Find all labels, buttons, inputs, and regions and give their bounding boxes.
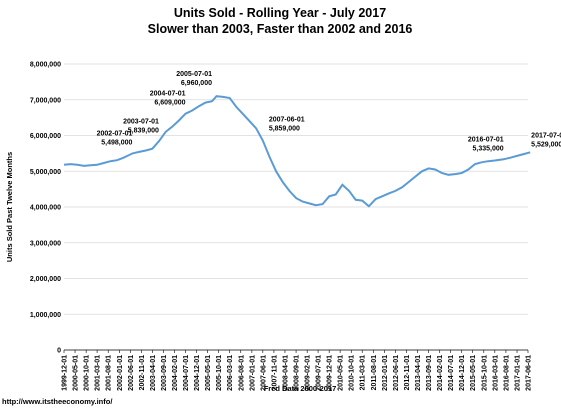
annotation-date: 2007-06-01 <box>269 117 305 124</box>
x-axis-ticks: 1999-12-01 2000-05-01 2000-10-01 2001-03-01… <box>62 350 533 391</box>
annotation-date: 2016-07-01 <box>468 136 504 143</box>
annotation-value: 5,335,000 <box>473 145 504 152</box>
x-tick-label: 2010-05-01 <box>338 355 345 391</box>
x-tick-label: 2014-07-01 <box>448 355 455 391</box>
x-tick-label: 2010-10-01 <box>349 355 356 391</box>
annotation-date: 2017-07-01 <box>531 132 561 139</box>
x-tick-label: 2017-06-01 <box>526 355 533 391</box>
x-tick-label: 2012-06-01 <box>393 355 400 391</box>
x-tick-label: 2002-06-01 <box>128 355 135 391</box>
annotation-date: 2005-07-01 <box>176 71 212 78</box>
x-tick-label: 2017-01-01 <box>515 355 522 391</box>
chart-title: Units Sold - Rolling Year - July 2017 <box>174 6 386 20</box>
x-tick-label: 2002-01-01 <box>117 355 124 391</box>
x-tick-label: 2007-11-01 <box>271 355 278 391</box>
x-tick-label: 2008-04-01 <box>282 355 289 391</box>
x-tick-label: 2009-02-01 <box>305 355 312 391</box>
y-axis-ticks: 0 1,000,000 2,000,000 3,000,000 4,000,000 5,0… <box>30 62 61 355</box>
annotation-value: 6,609,000 <box>154 100 185 107</box>
x-tick-label: 2009-12-01 <box>327 355 334 391</box>
annotation-value: 6,960,000 <box>181 80 212 87</box>
annotation-date: 2004-07-01 <box>150 91 186 98</box>
y-tick-label: 3,000,000 <box>30 240 61 247</box>
x-tick-label: 2012-01-01 <box>382 355 389 391</box>
x-tick-label: 2012-11-01 <box>404 355 411 391</box>
y-tick-label: 1,000,000 <box>30 312 61 319</box>
x-tick-label: 2004-02-01 <box>172 355 179 391</box>
chart-subtitle: Slower than 2003, Faster than 2002 and 2… <box>148 22 413 36</box>
annotation-date: 2003-07-01 <box>123 118 159 125</box>
x-tick-label: 2004-07-01 <box>183 355 190 391</box>
x-tick-label: 1999-12-01 <box>62 355 69 391</box>
x-tick-label: 2000-10-01 <box>84 355 91 391</box>
x-tick-label: 2003-04-01 <box>150 355 157 391</box>
x-tick-label: 2007-01-01 <box>249 355 256 391</box>
y-tick-label: 8,000,000 <box>30 62 61 69</box>
annotation-value: 5,859,000 <box>269 126 300 133</box>
x-tick-label: 2014-12-01 <box>459 355 466 391</box>
x-tick-label: 2008-09-01 <box>294 355 301 391</box>
x-tick-label: 2000-05-01 <box>73 355 80 391</box>
x-tick-label: 2013-04-01 <box>415 355 422 391</box>
x-tick-label: 2005-10-01 <box>216 355 223 391</box>
gridlines <box>64 63 528 315</box>
y-tick-label: 0 <box>57 348 61 355</box>
x-tick-label: 2001-08-01 <box>106 355 113 391</box>
x-tick-label: 2002-11-01 <box>139 355 146 391</box>
x-tick-label: 2006-03-01 <box>227 355 234 391</box>
x-tick-label: 2006-08-01 <box>238 355 245 391</box>
x-tick-label: 2013-09-01 <box>426 355 433 391</box>
y-tick-label: 7,000,000 <box>30 97 61 104</box>
annotation-value: 5,839,000 <box>128 127 159 134</box>
y-tick-label: 6,000,000 <box>30 133 61 140</box>
x-axis-label: Fred Data 2000-2017 <box>264 384 337 393</box>
annotation-date: 2002-07-01 <box>97 130 133 137</box>
x-tick-label: 2005-05-01 <box>205 355 212 391</box>
y-axis-label: Units Sold Past Twelve Months <box>5 152 14 262</box>
x-tick-label: 2011-08-01 <box>371 355 378 391</box>
series-line <box>63 95 531 208</box>
x-tick-label: 2009-07-01 <box>316 355 323 391</box>
annotation-value: 5,498,000 <box>101 139 132 146</box>
y-tick-label: 4,000,000 <box>30 205 61 212</box>
x-tick-label: 2016-03-01 <box>492 355 499 391</box>
x-tick-label: 2001-03-01 <box>95 355 102 391</box>
x-tick-label: 2011-03-01 <box>360 355 367 391</box>
x-tick-label: 2015-10-01 <box>481 355 488 391</box>
y-tick-label: 2,000,000 <box>30 276 61 283</box>
x-tick-label: 2015-05-01 <box>470 355 477 391</box>
x-tick-label: 2007-06-01 <box>260 355 267 391</box>
x-tick-label: 2004-12-01 <box>194 355 201 391</box>
x-tick-label: 2014-02-01 <box>437 355 444 391</box>
y-tick-label: 5,000,000 <box>30 169 61 176</box>
x-tick-label: 2003-09-01 <box>161 355 168 391</box>
annotations: 2002-07-01 5,498,000 2003-07-01 5,839,000 20… <box>97 71 561 152</box>
source-url[interactable]: http://www.itstheeconomy.info/ <box>2 397 113 406</box>
annotation-value: 5,529,000 <box>531 141 561 148</box>
x-tick-label: 2016-08-01 <box>503 355 510 391</box>
